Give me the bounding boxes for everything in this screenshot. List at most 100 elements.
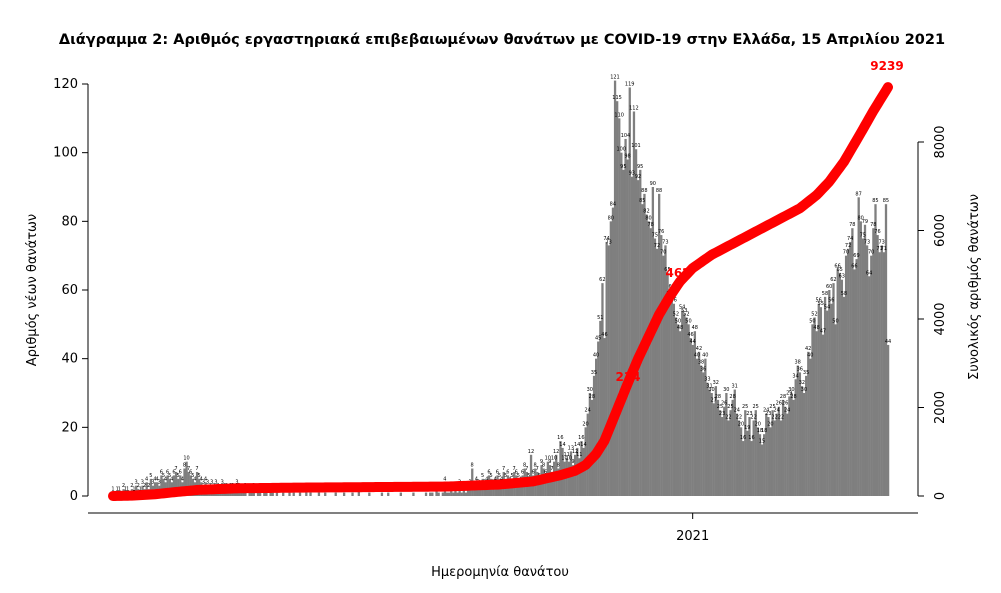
bar-value-label: 12 — [528, 449, 534, 455]
bar — [628, 87, 631, 496]
bar-value-label: 73 — [864, 239, 870, 245]
bar-value-label: 74 — [847, 236, 853, 242]
bar-value-label: 11 — [563, 452, 569, 458]
bar-value-label: 5 — [149, 473, 152, 479]
bar — [380, 492, 384, 496]
bar — [429, 492, 432, 496]
bar — [838, 272, 841, 496]
bar-value-label: 87 — [855, 191, 861, 197]
bar — [809, 358, 812, 496]
line-annotation: 9239 — [870, 59, 903, 73]
bar-value-label: 7 — [550, 466, 553, 472]
bar — [292, 492, 295, 496]
bar — [153, 482, 157, 496]
bar — [758, 434, 762, 496]
bar — [626, 159, 629, 497]
bar-value-label: 45 — [595, 336, 601, 342]
bar — [769, 427, 772, 496]
bar — [233, 492, 237, 496]
bar-value-label: 5 — [527, 473, 530, 479]
bar — [195, 471, 199, 496]
bar-value-label: 7 — [536, 466, 539, 472]
bar — [786, 413, 789, 496]
bar — [368, 492, 371, 496]
bar-value-label: 6 — [166, 469, 169, 475]
bar — [882, 252, 886, 496]
bar — [609, 221, 613, 497]
bar-value-label: 31 — [731, 384, 737, 390]
bar-value-label: 121 — [610, 75, 620, 81]
bar-value-label: 69 — [853, 253, 859, 259]
bar-value-label: 56 — [828, 298, 834, 304]
y-tick-label: 120 — [53, 77, 78, 92]
bar — [632, 111, 636, 496]
bar-value-label: 10 — [551, 456, 557, 462]
bar-value-label: 5 — [191, 473, 194, 479]
bar-value-label: 50 — [675, 318, 681, 324]
bar — [595, 358, 598, 496]
bar — [859, 221, 862, 497]
bar — [834, 324, 837, 496]
bar-value-label: 28 — [715, 394, 721, 400]
bar — [557, 468, 560, 496]
bar — [464, 492, 468, 496]
bar — [219, 492, 222, 496]
bar-value-label: 115 — [612, 95, 622, 101]
bar — [452, 492, 455, 496]
bar-value-label: 23 — [765, 411, 771, 417]
bar — [763, 434, 766, 496]
bar — [529, 454, 533, 496]
bar-value-label: 30 — [708, 387, 714, 393]
bar — [477, 485, 480, 496]
bar — [590, 399, 594, 496]
bar — [483, 485, 486, 496]
bar-value-label: 27 — [710, 397, 716, 403]
bar-value-label: 1 — [126, 487, 129, 493]
bar-value-label: 20 — [738, 421, 744, 427]
bar — [725, 393, 728, 496]
bar — [739, 427, 743, 496]
bar — [805, 375, 808, 496]
bar-value-label: 35 — [591, 370, 597, 376]
bar — [357, 489, 360, 496]
bar — [817, 303, 820, 496]
bar — [884, 204, 888, 496]
bar-value-label: 22 — [736, 414, 742, 420]
bar-value-label: 24 — [734, 408, 740, 414]
bar — [779, 420, 783, 496]
bar — [578, 458, 581, 496]
bar-value-label: 18 — [757, 428, 763, 434]
bar-value-label: 2 — [122, 483, 125, 489]
bar — [674, 317, 678, 496]
bar — [857, 197, 860, 497]
bar-value-label: 52 — [683, 311, 689, 317]
bar-value-label: 8 — [557, 463, 560, 469]
bar — [618, 118, 621, 496]
bar — [658, 193, 661, 496]
bar-value-label: 32 — [713, 380, 719, 386]
bar — [649, 228, 652, 496]
y2-tick-label: 0 — [933, 492, 948, 500]
bar-value-label: 50 — [685, 318, 691, 324]
bar-value-label: 7 — [525, 466, 528, 472]
bar-value-label: 19 — [744, 425, 750, 431]
bar-value-label: 24 — [584, 408, 590, 414]
bar-value-label: 98 — [624, 154, 630, 160]
bar — [723, 406, 726, 496]
bar — [166, 475, 169, 496]
bar — [637, 180, 640, 496]
bar-value-label: 24 — [784, 408, 790, 414]
bar — [781, 399, 785, 496]
bar-value-label: 1 — [111, 487, 114, 493]
bar-value-label: 65 — [837, 267, 843, 273]
bar-value-label: 7 — [513, 466, 516, 472]
bar — [870, 255, 873, 496]
bar — [687, 324, 690, 496]
bar-value-label: 26 — [782, 401, 788, 407]
bar — [275, 492, 279, 496]
bar-value-label: 54 — [679, 305, 685, 311]
bar — [695, 358, 699, 496]
bar-value-label: 6 — [515, 469, 518, 475]
bar-value-label: 73 — [879, 239, 885, 245]
